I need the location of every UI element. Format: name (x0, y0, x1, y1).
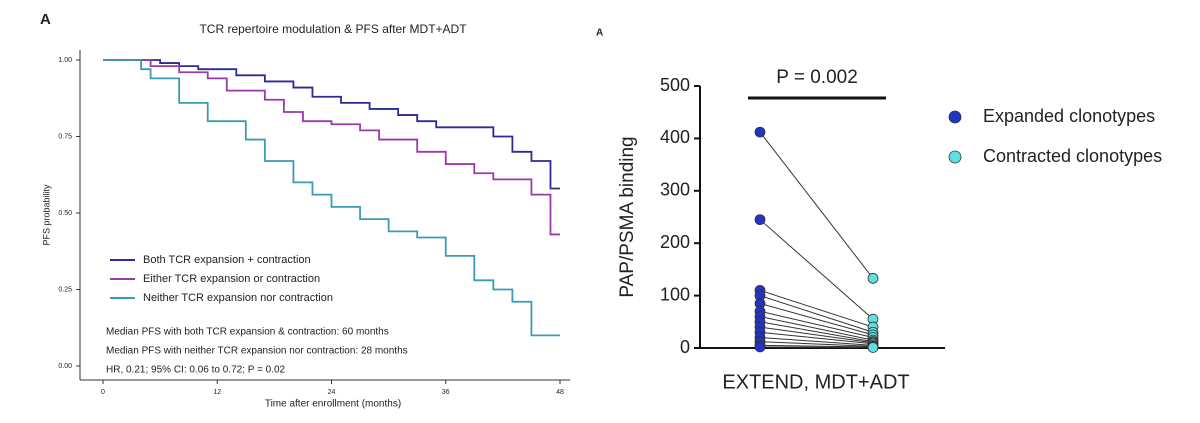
annotation: Median PFS with both TCR expansion & con… (106, 327, 389, 338)
pair-line (759, 321, 874, 343)
pair-line (759, 337, 874, 346)
x-tick-label: EXTEND, MDT+ADT (722, 371, 909, 393)
y-tick-label: 1.00 (58, 57, 72, 64)
y-axis-label: PFS probability (41, 184, 51, 246)
pair-line (759, 344, 874, 348)
data-point (867, 272, 879, 284)
legend-label: Either TCR expansion or contraction (143, 273, 320, 285)
x-tick-label: 12 (213, 389, 221, 396)
chart-title: TCR repertoire modulation & PFS after MD… (199, 22, 467, 36)
y-tick-label: 0.25 (58, 286, 72, 293)
pair-line (759, 310, 874, 339)
survival-curve (103, 59, 560, 337)
y-tick-label: 400 (660, 127, 690, 147)
y-tick-label: 0.50 (58, 210, 72, 217)
x-tick-label: 24 (328, 389, 336, 396)
pair-line (759, 302, 874, 336)
y-tick-label: 200 (660, 232, 690, 252)
pair-line (759, 316, 874, 341)
legend-marker (948, 150, 962, 164)
y-tick-label: 0.75 (58, 133, 72, 140)
data-point (867, 342, 879, 353)
p-value: P = 0.002 (776, 67, 858, 88)
y-tick-label: 300 (660, 180, 690, 200)
survival-curve (103, 59, 560, 236)
survival-curve (103, 59, 560, 190)
pair-line (759, 289, 874, 328)
pair-line (759, 331, 874, 345)
pair-line (759, 131, 874, 279)
panel-label: A (596, 28, 603, 39)
y-axis-label: PAP/PSMA binding (617, 136, 638, 297)
panel-label: A (40, 11, 51, 28)
x-axis-label: Time after enrollment (months) (265, 399, 401, 410)
data-point (754, 126, 766, 138)
y-tick-label: 0.00 (58, 363, 72, 370)
pair-line (759, 341, 874, 347)
legend-label: Both TCR expansion + contraction (143, 254, 311, 266)
legend-label: Neither TCR expansion nor contraction (143, 292, 333, 304)
y-tick-label: 0 (680, 337, 690, 357)
x-tick-label: 48 (556, 389, 564, 396)
legend-label: Contracted clonotypes (983, 146, 1162, 166)
x-tick-label: 0 (101, 389, 105, 396)
pair-line (759, 326, 874, 344)
legend-label: Expanded clonotypes (983, 106, 1155, 126)
pair-line (759, 346, 874, 348)
y-tick-label: 100 (660, 284, 690, 304)
pair-line (759, 295, 874, 333)
pair-line (759, 219, 874, 320)
annotation: HR, 0.21; 95% CI: 0.06 to 0.72; P = 0.02 (106, 365, 286, 376)
annotation: Median PFS with neither TCR expansion no… (106, 346, 408, 357)
legend-marker (948, 110, 962, 124)
x-tick-label: 36 (442, 389, 450, 396)
data-point (754, 214, 766, 226)
y-tick-label: 500 (660, 75, 690, 95)
data-point (754, 341, 766, 353)
